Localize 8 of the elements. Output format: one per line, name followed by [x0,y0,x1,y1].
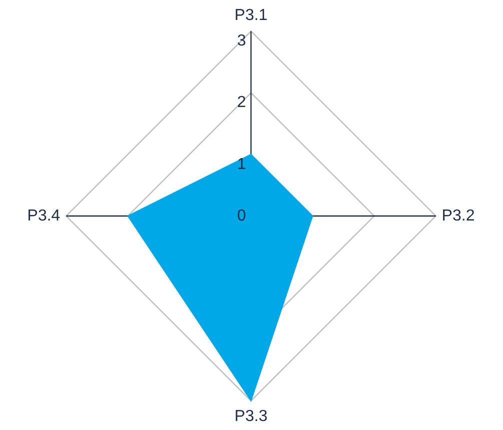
y-tick-label: 2 [237,94,246,112]
y-tick-label: 1 [237,156,246,173]
spoke-label: P3.1 [234,7,268,24]
spoke-label: P3.4 [27,207,60,224]
y-tick-label: 0 [237,207,246,224]
y-tick-label: 3 [237,32,246,50]
spoke-label: P3.2 [442,207,475,224]
spoke-label: P3.3 [234,408,268,425]
